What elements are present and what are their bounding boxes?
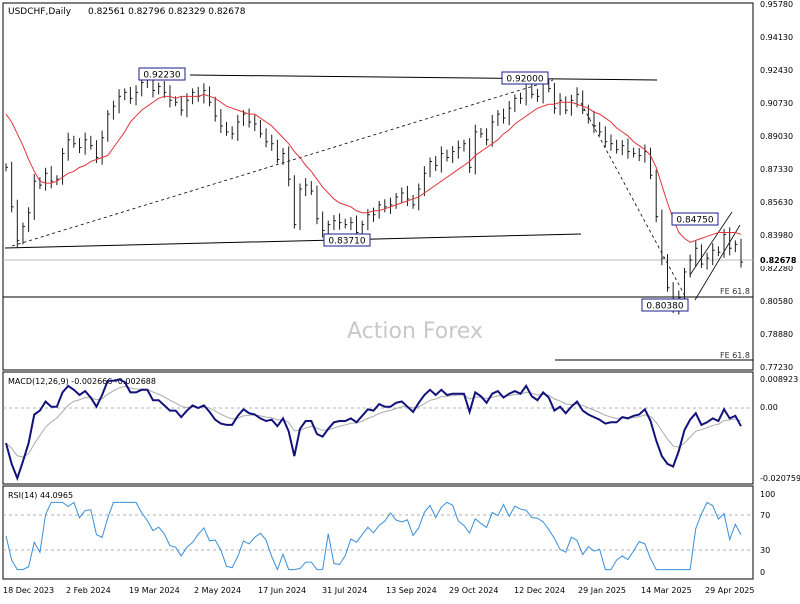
svg-text:0.80380: 0.80380 [646,302,683,312]
svg-text:13 Sep 2024: 13 Sep 2024 [386,586,437,595]
dotted-trend-line [11,79,554,247]
svg-text:29 Apr 2025: 29 Apr 2025 [705,586,754,595]
svg-text:12 Dec 2024: 12 Dec 2024 [514,586,565,595]
watermark: Action Forex [347,319,483,344]
svg-text:-0.020759: -0.020759 [760,474,800,483]
svg-text:0.77230: 0.77230 [760,363,793,372]
svg-text:0.92000: 0.92000 [506,75,543,85]
svg-text:31 Jul 2024: 31 Jul 2024 [322,586,367,595]
svg-text:0.89030: 0.89030 [760,132,793,141]
rsi-title: RSI(14) 44.0965 [8,491,73,500]
svg-text:70: 70 [760,511,770,520]
svg-text:2 May 2024: 2 May 2024 [194,586,241,595]
svg-text:0.92430: 0.92430 [760,66,793,75]
svg-text:100: 100 [760,490,775,499]
svg-text:30: 30 [760,546,770,555]
svg-text:0.00: 0.00 [760,403,778,412]
label-mid-high: 0.84750 [671,212,719,226]
svg-text:0.92230: 0.92230 [143,71,180,81]
upper-channel-line [189,74,658,81]
chart-header-symbol: USDCHF,Daily [8,7,72,17]
trend-lines [4,74,741,301]
macd-signal-line [5,385,742,458]
svg-text:14 Mar 2025: 14 Mar 2025 [641,586,692,595]
fe-label-1: FE 61.8 [720,287,750,296]
date-axis: 18 Dec 2023 2 Feb 2024 19 Mar 2024 2 May… [3,586,754,595]
rsi-line [5,501,742,571]
svg-text:0.008923: 0.008923 [760,375,798,384]
macd-title: MACD(12,26,9) -0.002666 -0.002688 [8,377,156,386]
svg-text:0.80580: 0.80580 [760,297,793,306]
price-axis: 0.95780 0.94130 0.92430 0.90730 0.89030 … [755,0,799,372]
current-price-tag [755,254,799,266]
svg-text:29 Oct 2024: 29 Oct 2024 [449,586,498,595]
svg-text:2 Feb 2024: 2 Feb 2024 [66,586,111,595]
macd-line [5,378,742,482]
svg-text:0.85630: 0.85630 [760,198,793,207]
fe-label-2: FE 61.8 [720,351,750,360]
svg-text:0: 0 [760,568,765,577]
svg-text:0.82280: 0.82280 [760,264,793,273]
svg-text:0.78880: 0.78880 [760,330,793,339]
label-low2: 0.80380 [641,298,689,312]
price-bars [5,71,743,315]
svg-text:0.90730: 0.90730 [760,99,793,108]
moving-average-line [5,93,742,243]
svg-text:29 Jan 2025: 29 Jan 2025 [578,586,626,595]
chart-header-ohlc: 0.82561 0.82796 0.82329 0.82678 [88,7,246,17]
macd-panel: MACD(12,26,9) -0.002666 -0.002688 0.0089… [3,375,800,483]
svg-text:0.84750: 0.84750 [676,216,713,226]
svg-text:0.83980: 0.83980 [760,231,793,240]
svg-text:19 Mar 2024: 19 Mar 2024 [129,586,180,595]
svg-text:17 Jun 2024: 17 Jun 2024 [258,586,306,595]
svg-text:0.94130: 0.94130 [760,33,793,42]
wedge-upper-line [689,211,733,276]
svg-text:0.87330: 0.87330 [760,165,793,174]
label-low1: 0.83710 [323,233,371,247]
svg-text:18 Dec 2023: 18 Dec 2023 [3,586,54,595]
label-high2: 0.92000 [501,71,549,85]
dotted-projection-line [580,102,686,297]
lower-channel-line [4,233,582,249]
rsi-panel: RSI(14) 44.0965 100 70 30 0 [3,490,775,577]
price-annotations: 0.92230 0.92000 0.83710 0.84750 0.80380 … [138,67,750,360]
wedge-lower-line [694,224,741,301]
label-high1: 0.92230 [138,67,186,81]
svg-text:0.95780: 0.95780 [760,0,793,9]
panel-frames [2,2,754,580]
current-price-value: 0.82678 [760,256,797,265]
svg-text:0.83710: 0.83710 [328,237,365,247]
